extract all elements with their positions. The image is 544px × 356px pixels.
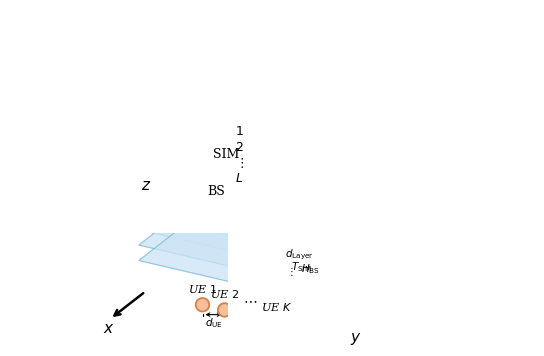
Text: $x$: $x$ [103, 322, 115, 336]
Text: $H_{\mathrm{BS}}$: $H_{\mathrm{BS}}$ [301, 262, 320, 276]
Circle shape [269, 315, 283, 329]
Text: BS: BS [208, 185, 225, 198]
Text: UE $2$: UE $2$ [210, 288, 239, 300]
Text: $\vdots$: $\vdots$ [286, 265, 294, 278]
Text: UE $\mathit{1}$: UE $\mathit{1}$ [188, 283, 217, 295]
Polygon shape [139, 147, 385, 262]
Text: $2$: $2$ [235, 141, 243, 153]
Text: $y$: $y$ [350, 331, 362, 347]
Text: $\vdots$: $\vdots$ [234, 156, 243, 169]
Polygon shape [139, 132, 385, 247]
Text: UE $K$: UE $K$ [261, 300, 292, 313]
Text: $z$: $z$ [141, 179, 151, 193]
Circle shape [196, 298, 209, 312]
Polygon shape [139, 178, 385, 293]
Text: $d_{\mathrm{Layer}}$: $d_{\mathrm{Layer}}$ [285, 247, 313, 262]
Text: $\cdots$: $\cdots$ [243, 293, 257, 307]
Text: $d_{\mathrm{UE}}$: $d_{\mathrm{UE}}$ [205, 316, 222, 330]
Text: $1$: $1$ [234, 125, 243, 138]
Circle shape [218, 303, 231, 317]
Text: SIM: SIM [213, 148, 239, 161]
Text: $L$: $L$ [235, 172, 243, 184]
Polygon shape [139, 163, 385, 278]
Text: $T_{\mathrm{SIM}}$: $T_{\mathrm{SIM}}$ [291, 261, 312, 274]
